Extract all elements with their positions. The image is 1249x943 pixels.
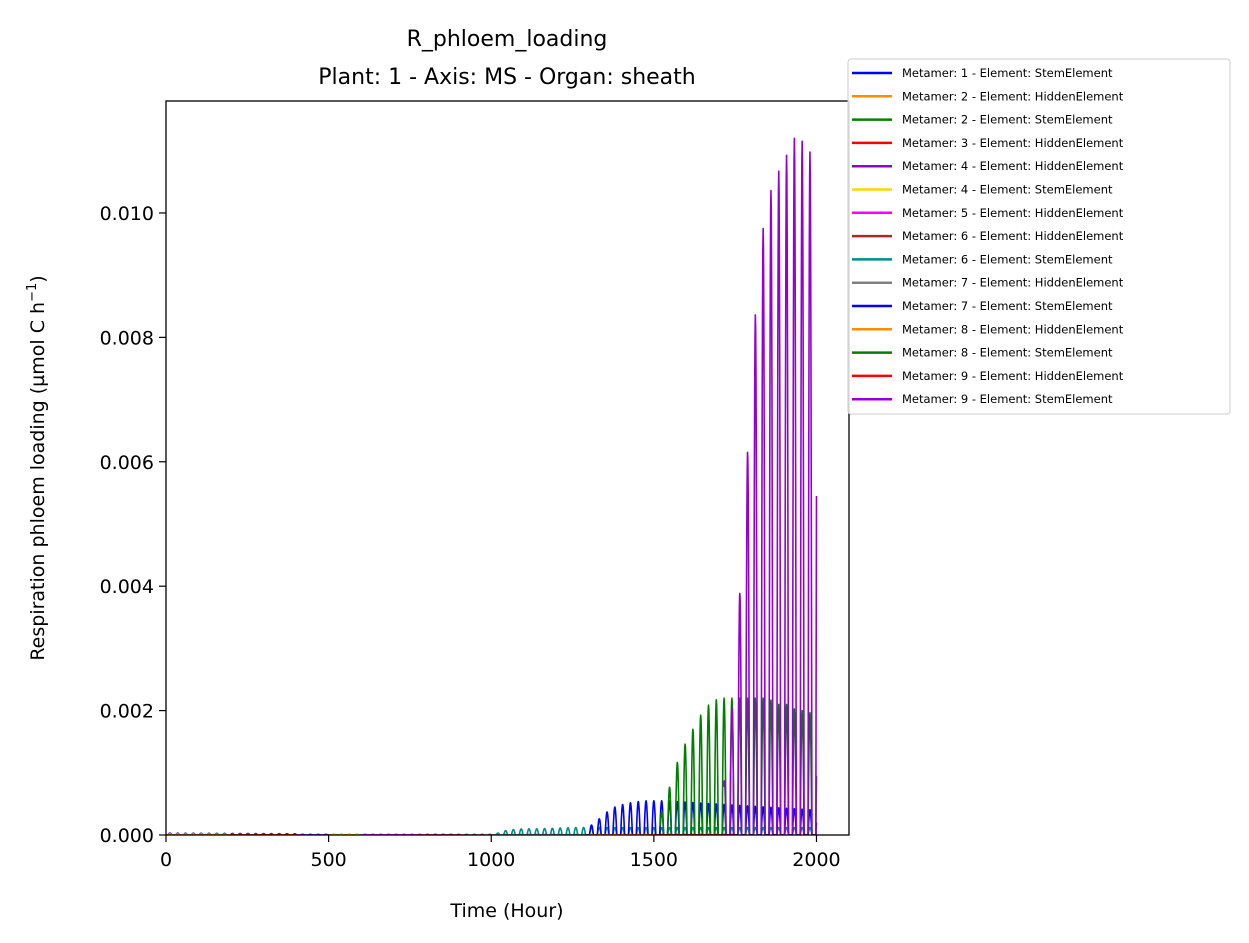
legend-entry: Metamer: 8 - Element: HiddenElement — [902, 322, 1124, 336]
y-axis-label-main: Respiration phloem loading (µmol C h — [27, 302, 49, 661]
legend-entry: Metamer: 9 - Element: StemElement — [902, 392, 1113, 406]
legend-entry: Metamer: 3 - Element: HiddenElement — [902, 136, 1124, 150]
y-axis-label-superscript: −1 — [25, 283, 40, 302]
y-tick-label: 0.004 — [100, 576, 154, 598]
legend-entry: Metamer: 4 - Element: StemElement — [902, 183, 1113, 197]
y-axis-label: Respiration phloem loading (µmol C h−1) — [25, 275, 49, 660]
legend-entry: Metamer: 7 - Element: StemElement — [902, 299, 1113, 313]
y-tick-label: 0.008 — [100, 327, 154, 349]
legend-frame — [847, 58, 1231, 415]
x-tick-label: 1500 — [630, 849, 678, 871]
x-tick-label: 2000 — [792, 849, 840, 871]
series-line — [722, 137, 818, 835]
y-tick-label: 0.006 — [100, 452, 154, 474]
y-tick-label: 0.002 — [100, 701, 154, 723]
legend-entry: Metamer: 2 - Element: HiddenElement — [902, 89, 1124, 103]
legend-entry: Metamer: 5 - Element: HiddenElement — [902, 206, 1124, 220]
chart-title: R_phloem_loading — [407, 27, 608, 52]
x-axis: 0 500 1000 1500 2000 — [160, 835, 841, 871]
series-line — [490, 826, 818, 835]
x-tick-label: 0 — [160, 849, 172, 871]
y-tick-label: 0.000 — [100, 825, 154, 847]
legend: Metamer: 1 - Element: StemElement Metamer… — [847, 58, 1231, 415]
series-line — [585, 799, 818, 835]
plot-area — [165, 100, 850, 836]
y-tick-label: 0.010 — [100, 203, 154, 225]
legend-entry: Metamer: 6 - Element: StemElement — [902, 252, 1113, 266]
legend-entry: Metamer: 7 - Element: HiddenElement — [902, 276, 1124, 290]
legend-entry: Metamer: 6 - Element: HiddenElement — [902, 229, 1124, 243]
legend-entry: Metamer: 4 - Element: HiddenElement — [902, 159, 1124, 173]
legend-entry: Metamer: 8 - Element: StemElement — [902, 346, 1113, 360]
x-axis-label: Time (Hour) — [449, 900, 563, 922]
x-tick-label: 1000 — [467, 849, 515, 871]
series-layer — [166, 137, 818, 835]
legend-entry: Metamer: 9 - Element: HiddenElement — [902, 369, 1124, 383]
legend-entry: Metamer: 2 - Element: StemElement — [902, 113, 1113, 127]
plot-frame — [165, 100, 850, 836]
y-axis-label-close: ) — [27, 275, 49, 282]
chart-subtitle: Plant: 1 - Axis: MS - Organ: sheath — [318, 65, 695, 90]
x-tick-label: 500 — [310, 849, 346, 871]
y-axis: 0.000 0.002 0.004 0.006 0.008 0.010 — [100, 203, 166, 847]
legend-entry: Metamer: 1 - Element: StemElement — [902, 66, 1113, 80]
